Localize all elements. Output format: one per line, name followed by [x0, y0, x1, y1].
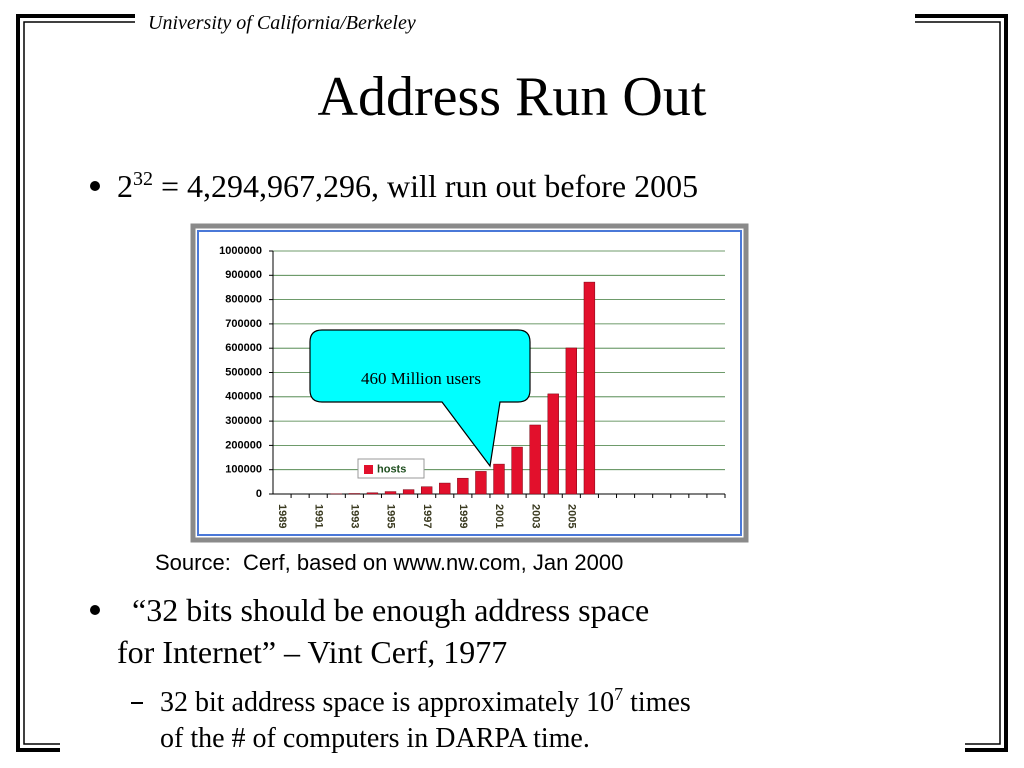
text: times	[630, 687, 691, 718]
y-tick-label: 800000	[225, 294, 262, 306]
bullet-text: 232 = 4,294,967,296, will run out before …	[117, 168, 698, 204]
bullet	[90, 181, 100, 191]
sub-bullet-text: of the # of computers in DARPA time.	[160, 723, 590, 754]
x-tick-label: 1989	[276, 504, 288, 528]
header: University of California/Berkeley	[148, 12, 416, 34]
bar	[439, 482, 451, 495]
bar	[421, 486, 433, 495]
bar	[511, 446, 523, 495]
bar	[457, 477, 469, 495]
y-tick-label: 200000	[225, 439, 262, 451]
x-tick-label: 1995	[385, 504, 397, 528]
x-tick-label: 1999	[457, 504, 469, 528]
y-tick-label: 100000	[225, 464, 262, 476]
text: = 4,294,967,296, will run out before 200…	[161, 168, 698, 204]
legend-label: hosts	[377, 463, 406, 475]
chart: 0 100000 200000 300000 400000 500000 600000 700…	[190, 223, 749, 543]
y-tick-label: 700000	[225, 318, 262, 330]
y-tick-label: 300000	[225, 415, 262, 427]
base: 2	[117, 168, 133, 204]
slide-title: Address Run Out	[318, 66, 707, 128]
bar	[583, 281, 596, 495]
x-tick-label: 1993	[348, 504, 360, 528]
exponent: 7	[614, 684, 623, 704]
frame	[16, 14, 1008, 752]
x-tick-label: 2003	[529, 504, 541, 528]
bar	[529, 424, 541, 495]
bar	[402, 489, 415, 495]
legend-swatch	[364, 465, 373, 474]
y-tick-label: 0	[256, 488, 262, 500]
y-tick-label: 500000	[225, 366, 262, 378]
chart-border	[197, 230, 742, 536]
x-tick-label: 2001	[493, 504, 505, 528]
bar	[384, 491, 397, 495]
x-tick-label: 1991	[312, 504, 324, 528]
bar	[366, 492, 379, 495]
annotation: 460 Million users	[361, 369, 481, 388]
source: Source: Cerf, based on www.nw.com, Jan 2…	[155, 550, 623, 575]
y-tick-label: 1000000	[219, 245, 262, 257]
bullet	[90, 605, 100, 615]
x-tick-label: 2005	[565, 504, 577, 528]
bar	[547, 393, 559, 495]
bullet-text: for Internet” – Vint Cerf, 1977	[117, 634, 507, 670]
legend-box	[357, 458, 425, 479]
bar	[475, 471, 487, 495]
bullet-text: “32 bits should be enough address space	[132, 592, 649, 628]
x-tick-label: 1997	[421, 504, 433, 528]
bar	[493, 463, 505, 495]
exponent: 32	[133, 168, 153, 190]
text: 32 bit address space is approximately 10	[160, 687, 614, 718]
callout	[309, 329, 531, 468]
y-tick-label: 600000	[225, 342, 262, 354]
y-tick-label: 400000	[225, 391, 262, 403]
bar	[565, 347, 577, 495]
sub-bullet-text: 32 bit address space is approximately 10…	[160, 684, 691, 718]
y-tick-label: 900000	[225, 269, 262, 281]
